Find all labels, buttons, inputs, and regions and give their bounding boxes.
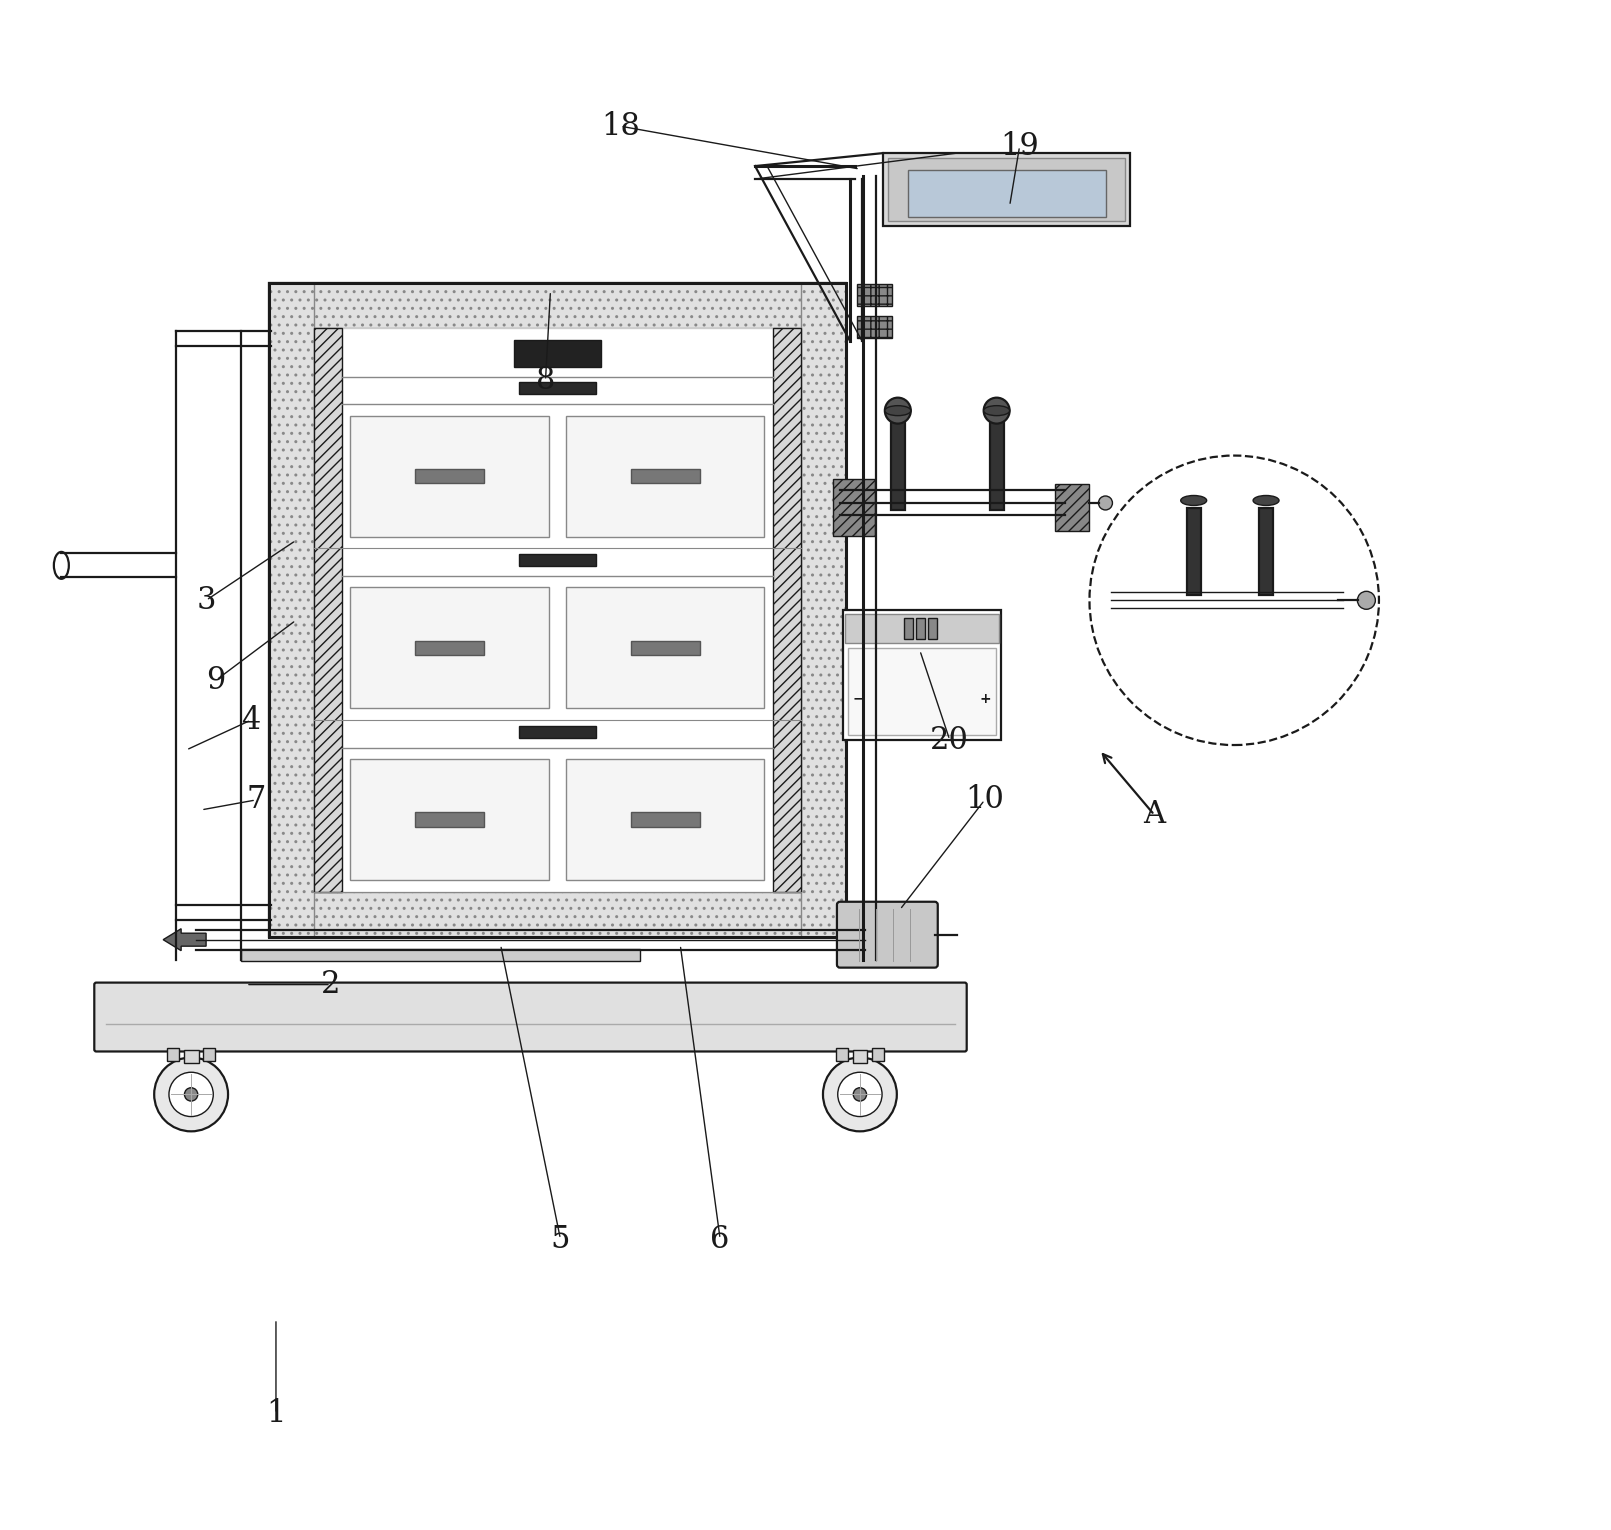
Bar bbox=[844, 614, 999, 643]
Bar bbox=[857, 315, 892, 338]
Bar bbox=[519, 382, 596, 395]
FancyBboxPatch shape bbox=[838, 901, 938, 967]
Text: 4: 4 bbox=[242, 705, 261, 736]
Bar bbox=[630, 641, 699, 655]
Bar bbox=[773, 327, 801, 892]
Text: 6: 6 bbox=[710, 1224, 730, 1255]
Text: +: + bbox=[979, 692, 991, 705]
Text: 7: 7 bbox=[246, 785, 266, 815]
Bar bbox=[928, 618, 936, 640]
Bar bbox=[907, 170, 1105, 217]
Circle shape bbox=[155, 1057, 229, 1131]
Bar bbox=[269, 283, 846, 936]
Bar bbox=[351, 416, 549, 537]
Bar bbox=[269, 892, 846, 936]
Text: 10: 10 bbox=[965, 785, 1004, 815]
Text: A: A bbox=[1144, 799, 1165, 831]
Circle shape bbox=[1099, 496, 1113, 509]
Bar bbox=[1260, 508, 1273, 595]
Bar bbox=[519, 554, 596, 566]
Bar bbox=[904, 618, 913, 640]
Circle shape bbox=[169, 1073, 213, 1117]
Text: 2: 2 bbox=[321, 968, 340, 1001]
Circle shape bbox=[1358, 591, 1376, 609]
Circle shape bbox=[884, 398, 910, 424]
Bar bbox=[565, 759, 765, 880]
Bar bbox=[519, 725, 596, 737]
Bar bbox=[314, 327, 801, 892]
Circle shape bbox=[185, 1088, 198, 1102]
Text: −: − bbox=[852, 692, 863, 705]
Bar bbox=[630, 468, 699, 483]
FancyBboxPatch shape bbox=[95, 982, 967, 1051]
Bar bbox=[565, 416, 765, 537]
Text: 1: 1 bbox=[266, 1398, 285, 1429]
Bar bbox=[891, 421, 905, 511]
Bar bbox=[883, 153, 1131, 226]
Bar bbox=[184, 1050, 198, 1063]
Bar bbox=[269, 283, 314, 936]
Bar bbox=[836, 1048, 847, 1062]
Circle shape bbox=[854, 1088, 867, 1102]
Bar bbox=[242, 949, 640, 961]
Bar bbox=[1055, 483, 1089, 531]
Bar bbox=[872, 1048, 884, 1062]
Ellipse shape bbox=[1253, 496, 1279, 505]
Bar bbox=[351, 759, 549, 880]
FancyArrow shape bbox=[163, 929, 206, 950]
Bar bbox=[843, 610, 1000, 741]
Text: 19: 19 bbox=[1000, 130, 1039, 162]
Bar bbox=[852, 1050, 867, 1063]
Bar bbox=[989, 421, 1004, 511]
Text: 20: 20 bbox=[930, 725, 970, 756]
Circle shape bbox=[823, 1057, 897, 1131]
Ellipse shape bbox=[984, 405, 1010, 416]
Bar bbox=[314, 327, 342, 892]
Bar bbox=[416, 812, 485, 826]
Bar bbox=[801, 283, 846, 936]
Bar bbox=[833, 479, 875, 537]
Bar bbox=[915, 618, 925, 640]
Bar bbox=[269, 283, 846, 936]
Text: 5: 5 bbox=[551, 1224, 570, 1255]
Bar bbox=[203, 1048, 216, 1062]
Bar bbox=[630, 812, 699, 826]
Bar bbox=[1187, 508, 1200, 595]
Circle shape bbox=[838, 1073, 883, 1117]
Text: 3: 3 bbox=[197, 584, 216, 615]
Circle shape bbox=[984, 398, 1010, 424]
Bar bbox=[168, 1048, 179, 1062]
Bar bbox=[888, 158, 1126, 220]
Ellipse shape bbox=[53, 552, 69, 578]
Bar bbox=[269, 283, 846, 327]
Bar bbox=[847, 649, 996, 734]
Text: 18: 18 bbox=[601, 110, 640, 142]
Ellipse shape bbox=[1181, 496, 1207, 505]
Text: 9: 9 bbox=[206, 664, 226, 696]
Bar bbox=[857, 285, 892, 306]
Bar bbox=[514, 340, 601, 367]
Bar bbox=[565, 588, 765, 708]
Bar bbox=[351, 588, 549, 708]
Text: 8: 8 bbox=[536, 366, 556, 396]
Bar bbox=[416, 641, 485, 655]
Ellipse shape bbox=[884, 405, 910, 416]
Bar bbox=[416, 468, 485, 483]
